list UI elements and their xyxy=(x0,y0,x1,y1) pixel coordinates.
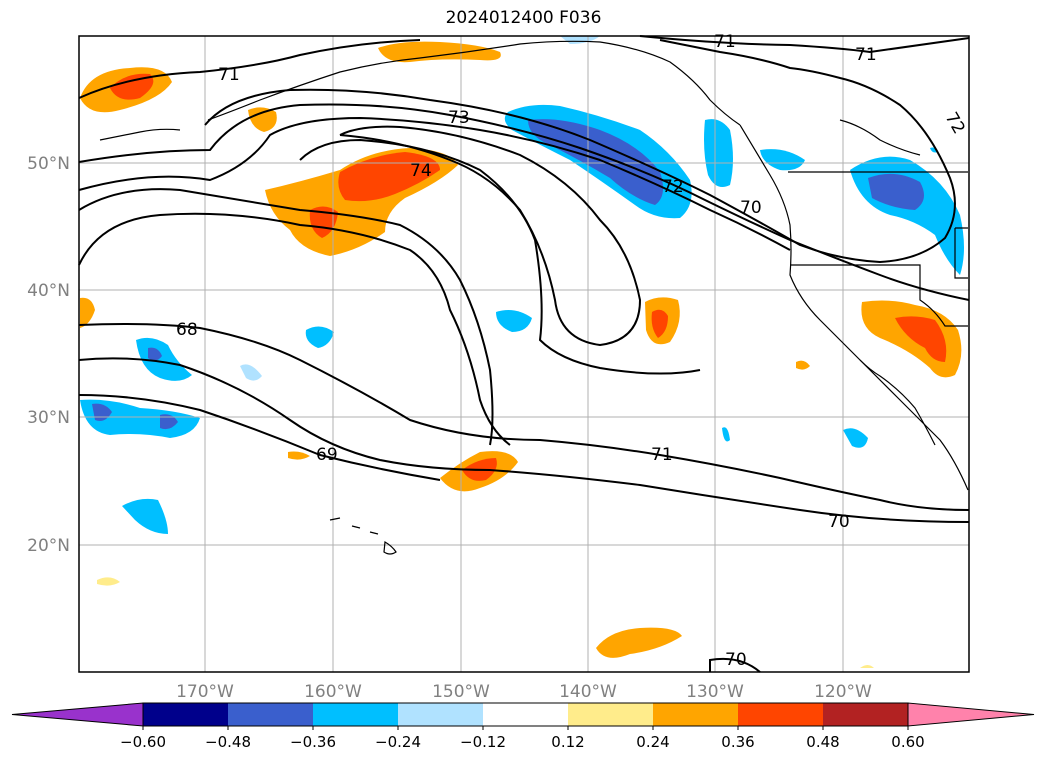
lat-label: 20°N xyxy=(27,536,70,556)
plot-frame xyxy=(78,35,970,673)
colorbar-segment xyxy=(483,703,568,726)
colorbar-segment xyxy=(738,703,823,726)
colorbar-segment xyxy=(823,703,908,726)
lon-label: 120°W xyxy=(814,682,872,702)
contour-label: 71 xyxy=(651,445,673,465)
lat-label: 50°N xyxy=(27,154,70,174)
contour-label: 69 xyxy=(316,445,338,465)
colorbar-segment xyxy=(398,703,483,726)
map-title: 2024012400 F036 xyxy=(445,8,602,28)
colorbar-segment xyxy=(228,703,313,726)
contour-label: 70 xyxy=(740,198,762,218)
contour-label: 70 xyxy=(828,512,850,532)
height-contours xyxy=(78,35,970,673)
colorbar-tick-label: 0.48 xyxy=(806,733,839,751)
contour-label: 68 xyxy=(176,320,198,340)
coastlines xyxy=(99,40,969,555)
colorbar-tick-label: −0.12 xyxy=(460,733,506,751)
lat-label: 30°N xyxy=(27,408,70,428)
longitude-labels: 170°W 160°W 150°W 140°W 130°W 120°W xyxy=(176,682,872,702)
colorbar-tick-label: −0.60 xyxy=(120,733,166,751)
contour-label: 71 xyxy=(218,65,240,85)
lat-label: 40°N xyxy=(27,281,70,301)
lon-label: 160°W xyxy=(304,682,362,702)
colorbar-extend-high xyxy=(907,702,1035,727)
lon-label: 150°W xyxy=(432,682,490,702)
colorbar-extend-low xyxy=(11,702,144,727)
colorbar-segment xyxy=(568,703,653,726)
colorbar-segment xyxy=(653,703,738,726)
contour-label: 74 xyxy=(410,161,432,181)
contour-label: 70 xyxy=(725,650,747,670)
contour-label: 72 xyxy=(662,177,684,197)
lon-label: 170°W xyxy=(176,682,234,702)
colorbar: −0.60 −0.48 −0.36 −0.24 −0.12 0.12 0.24 0.36 0.4… xyxy=(11,702,1035,751)
latitude-labels: 50°N 40°N 30°N 20°N xyxy=(27,154,70,556)
lon-label: 130°W xyxy=(686,682,744,702)
plot-area xyxy=(79,36,969,672)
colorbar-tick-label: −0.36 xyxy=(290,733,336,751)
colorbar-tick-label: 0.60 xyxy=(891,733,924,751)
anomaly-fills xyxy=(80,36,964,668)
lon-label: 140°W xyxy=(559,682,617,702)
colorbar-tick-label: 0.24 xyxy=(636,733,669,751)
colorbar-tick-label: 0.36 xyxy=(721,733,754,751)
colorbar-segment xyxy=(143,703,228,726)
colorbar-tick-label: −0.24 xyxy=(375,733,421,751)
contour-label: 71 xyxy=(855,45,877,65)
colorbar-tick-label: 0.12 xyxy=(551,733,584,751)
contour-label: 71 xyxy=(714,32,736,52)
colorbar-segment xyxy=(313,703,398,726)
colorbar-tick-label: −0.48 xyxy=(205,733,251,751)
colorbar-frame xyxy=(142,702,909,727)
contour-label: 73 xyxy=(448,108,470,128)
